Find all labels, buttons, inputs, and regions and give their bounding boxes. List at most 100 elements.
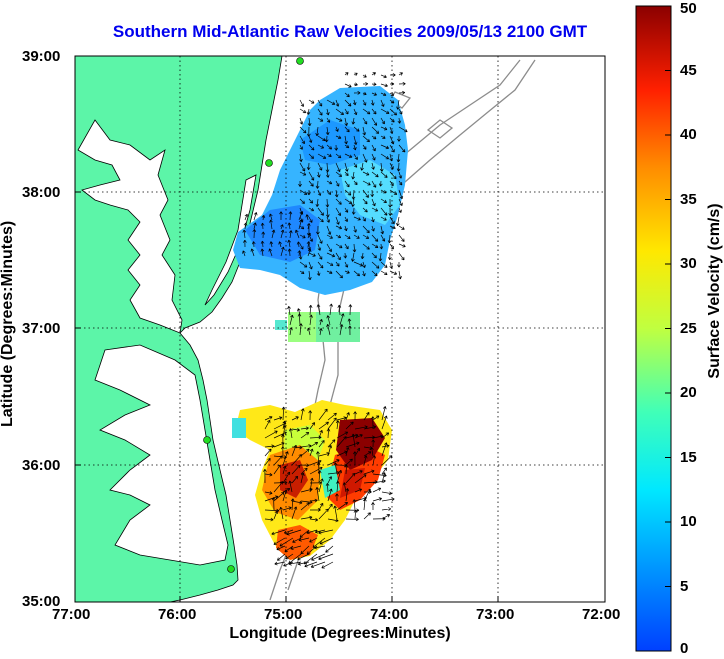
velocity-arrow (309, 441, 319, 448)
velocity-arrow (299, 234, 306, 239)
velocity-arrow (318, 421, 329, 430)
velocity-arrow (273, 416, 283, 421)
velocity-arrow (287, 248, 292, 257)
velocity-arrow (273, 480, 288, 485)
colorbar-tick-label: 0 (680, 640, 689, 657)
velocity-arrow (362, 198, 368, 205)
velocity-arrow (264, 472, 273, 477)
velocity-arrow (345, 488, 350, 502)
velocity-arrow (335, 243, 343, 249)
velocity-arrow (371, 144, 376, 152)
velocity-arrow (299, 171, 307, 176)
velocity-arrow (307, 327, 311, 336)
colorbar-tick-label: 50 (680, 0, 697, 17)
velocity-arrow (291, 500, 303, 505)
velocity-arrow (264, 458, 271, 466)
velocity-arrow (299, 99, 305, 107)
velocity-arrow (326, 270, 333, 275)
colorbar-tick-label: 35 (680, 190, 697, 208)
velocity-arrow (299, 529, 310, 538)
velocity-arrow (351, 252, 355, 262)
velocity-arrow (317, 117, 324, 122)
velocity-arrow (362, 234, 370, 239)
velocity-arrow (308, 135, 313, 143)
velocity-arrow (268, 248, 273, 257)
y-axis-title: Latitude (Degrees:Minutes) (0, 220, 16, 427)
velocity-arrow (280, 446, 285, 457)
velocity-arrow (353, 225, 357, 233)
velocity-arrow (372, 487, 382, 493)
velocity-arrow (327, 503, 333, 511)
velocity-arrow (318, 478, 324, 493)
velocity-arrow (396, 153, 401, 163)
velocity-arrow (287, 239, 291, 248)
velocity-arrow (316, 304, 321, 316)
velocity-arrow (298, 219, 303, 230)
velocity-arrow (317, 144, 325, 149)
velocity-arrow (327, 518, 339, 523)
radar-stations (203, 57, 304, 573)
velocity-arrow (345, 421, 354, 430)
velocity-arrow (251, 241, 256, 248)
velocity-arrow (345, 458, 353, 466)
velocity-arrow (345, 441, 360, 448)
velocity-arrow (273, 491, 285, 502)
velocity-arrow (280, 246, 285, 257)
velocity-arrow (381, 507, 392, 511)
velocity-arrow (291, 454, 302, 466)
velocity-arrow (387, 252, 392, 260)
colorbar-tick-label: 40 (680, 126, 697, 143)
plot-frame (74, 55, 606, 603)
velocity-arrow (308, 304, 313, 316)
velocity-arrow (360, 162, 364, 171)
velocity-arrow (371, 117, 378, 126)
velocity-arrow (344, 99, 352, 107)
velocity-arrow (291, 428, 300, 432)
velocity-arrow (300, 472, 305, 484)
velocity-arrow (273, 464, 281, 475)
velocity-arrow (282, 425, 287, 439)
velocity-arrow (244, 213, 249, 221)
velocity-arrow (264, 430, 278, 439)
velocity-arrow (327, 476, 332, 484)
velocity-arrow (344, 92, 350, 98)
velocity-arrow (299, 126, 307, 134)
velocity-arrow (253, 222, 257, 230)
velocity-arrow (291, 464, 301, 475)
velocity-arrow (308, 180, 314, 187)
velocity-arrow (381, 491, 392, 496)
velocity-arrow (378, 252, 383, 262)
velocity-arrow (354, 488, 363, 493)
velocity-arrow (388, 198, 392, 208)
velocity-arrow (354, 434, 363, 439)
velocity-arrow (381, 406, 387, 421)
velocity-arrow (354, 470, 363, 475)
velocity-arrow (344, 216, 348, 222)
velocity-arrow (380, 99, 385, 107)
velocity-arrow (335, 108, 344, 116)
velocity-arrow (264, 495, 279, 502)
velocity-arrow (318, 553, 334, 561)
velocity-arrow (291, 444, 298, 457)
velocity-arrow (307, 189, 311, 196)
velocity-arrow (362, 180, 371, 186)
station-marker (265, 159, 273, 167)
velocity-arrow (381, 514, 391, 520)
velocity-arrow (306, 108, 311, 115)
velocity-arrow (371, 270, 378, 277)
colorbar-tick-label: 5 (680, 577, 689, 595)
velocity-arrow (362, 117, 368, 125)
velocity-arrow (381, 472, 386, 484)
velocity-arrow (398, 108, 403, 115)
velocity-arrow (371, 92, 377, 96)
velocity-arrow (299, 323, 303, 336)
velocity-arrow (287, 305, 291, 316)
velocity-arrow (307, 117, 312, 127)
velocity-arrow (362, 126, 367, 136)
velocity-arrow (271, 497, 276, 511)
velocity-arrow (370, 447, 374, 457)
velocity-arrow (309, 517, 319, 522)
velocity-arrow (335, 198, 342, 205)
delmarva-coast (204, 174, 257, 306)
y-tick-label: 35:00 (22, 593, 61, 610)
